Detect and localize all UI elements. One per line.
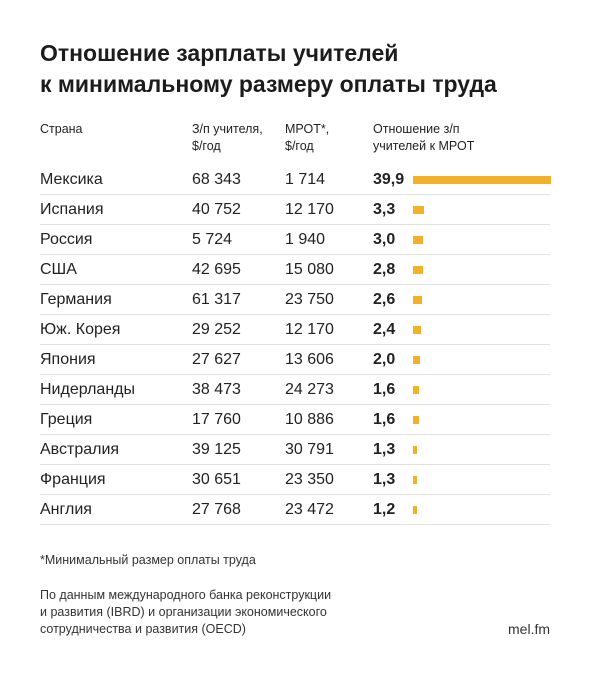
ratio-cell: 3,0 (373, 231, 396, 248)
row-divider (40, 284, 550, 285)
row-divider (40, 494, 550, 495)
country-cell: Германия (40, 291, 112, 308)
salary-cell: 17 760 (192, 411, 241, 428)
row-divider (40, 344, 550, 345)
table-row: Нидерланды 38 473 24 273 1,6 (0, 375, 590, 405)
ratio-bar (413, 266, 423, 274)
ratio-bar (413, 236, 424, 244)
table-row: Греция 17 760 10 886 1,6 (0, 405, 590, 435)
column-header-country: Страна (40, 122, 83, 136)
footnote: *Минимальный размер оплаты труда (40, 553, 256, 567)
ratio-cell: 2,4 (373, 321, 396, 338)
row-divider (40, 524, 550, 525)
row-divider (40, 404, 550, 405)
table-row: Япония 27 627 13 606 2,0 (0, 345, 590, 375)
column-header-min-wage: МРОТ*, $/год (285, 122, 330, 153)
salary-cell: 29 252 (192, 321, 241, 338)
min-wage-cell: 23 750 (285, 291, 334, 308)
ratio-cell: 1,2 (373, 501, 396, 518)
ratio-cell: 1,6 (373, 411, 396, 428)
table-row: Германия 61 317 23 750 2,6 (0, 285, 590, 315)
min-wage-cell: 15 080 (285, 261, 334, 278)
min-wage-cell: 30 791 (285, 441, 334, 458)
country-cell: Англия (40, 501, 92, 518)
salary-cell: 27 627 (192, 351, 241, 368)
country-cell: Мексика (40, 171, 103, 188)
min-wage-cell: 13 606 (285, 351, 334, 368)
row-divider (40, 374, 550, 375)
row-divider (40, 314, 550, 315)
ratio-bar (413, 386, 419, 394)
table-row: Мексика 68 343 1 714 39,9 (0, 165, 590, 195)
ratio-cell: 2,8 (373, 261, 396, 278)
row-divider (40, 464, 550, 465)
ratio-bar (413, 326, 422, 334)
min-wage-cell: 1 714 (285, 171, 326, 188)
min-wage-cell: 12 170 (285, 201, 334, 218)
ratio-bar (413, 506, 418, 514)
min-wage-cell: 12 170 (285, 321, 334, 338)
table-row: Юж. Корея 29 252 12 170 2,4 (0, 315, 590, 345)
table-row: Испания 40 752 12 170 3,3 (0, 195, 590, 225)
country-cell: Нидерланды (40, 381, 135, 398)
ratio-bar (413, 296, 422, 304)
table-row: Англия 27 768 23 472 1,2 (0, 495, 590, 525)
salary-cell: 38 473 (192, 381, 241, 398)
ratio-bar (413, 176, 551, 184)
table-row: США 42 695 15 080 2,8 (0, 255, 590, 285)
salary-cell: 42 695 (192, 261, 241, 278)
row-divider (40, 194, 550, 195)
brand-logo-text: mel.fm (508, 621, 550, 637)
ratio-bar (413, 446, 418, 454)
country-cell: Россия (40, 231, 93, 248)
ratio-cell: 1,6 (373, 381, 396, 398)
ratio-cell: 1,3 (373, 471, 396, 488)
row-divider (40, 434, 550, 435)
min-wage-cell: 23 472 (285, 501, 334, 518)
ratio-bar (413, 206, 425, 214)
salary-cell: 61 317 (192, 291, 241, 308)
row-divider (40, 254, 550, 255)
table-row: Франция 30 651 23 350 1,3 (0, 465, 590, 495)
row-divider (40, 224, 550, 225)
column-header-salary: З/п учителя, $/год (192, 122, 263, 153)
chart-title-line-2: к минимальному размеру оплаты труда (40, 71, 497, 97)
min-wage-cell: 1 940 (285, 231, 326, 248)
country-cell: США (40, 261, 77, 278)
country-cell: Испания (40, 201, 104, 218)
country-cell: Япония (40, 351, 96, 368)
ratio-cell: 1,3 (373, 441, 396, 458)
ratio-cell: 39,9 (373, 171, 405, 188)
salary-cell: 27 768 (192, 501, 241, 518)
ratio-bar (413, 476, 418, 484)
ratio-cell: 2,6 (373, 291, 396, 308)
table-row: Австралия 39 125 30 791 1,3 (0, 435, 590, 465)
ratio-cell: 2,0 (373, 351, 396, 368)
table-row: Россия 5 724 1 940 3,0 (0, 225, 590, 255)
ratio-cell: 3,3 (373, 201, 396, 218)
chart-title-line-1: Отношение зарплаты учителей (40, 40, 399, 66)
country-cell: Австралия (40, 441, 120, 458)
country-cell: Франция (40, 471, 106, 488)
source-note: По данным международного банка реконстру… (40, 588, 332, 636)
chart-title: Отношение зарплаты учителей к минимально… (40, 38, 560, 100)
column-header-ratio: Отношение з/п учителей к МРОТ (373, 122, 475, 153)
min-wage-cell: 24 273 (285, 381, 334, 398)
min-wage-cell: 10 886 (285, 411, 334, 428)
ratio-bar (413, 356, 420, 364)
salary-cell: 39 125 (192, 441, 241, 458)
salary-cell: 68 343 (192, 171, 241, 188)
country-cell: Греция (40, 411, 93, 428)
salary-cell: 30 651 (192, 471, 241, 488)
salary-cell: 5 724 (192, 231, 233, 248)
country-cell: Юж. Корея (40, 321, 121, 338)
min-wage-cell: 23 350 (285, 471, 334, 488)
ratio-bar (413, 416, 419, 424)
salary-cell: 40 752 (192, 201, 241, 218)
